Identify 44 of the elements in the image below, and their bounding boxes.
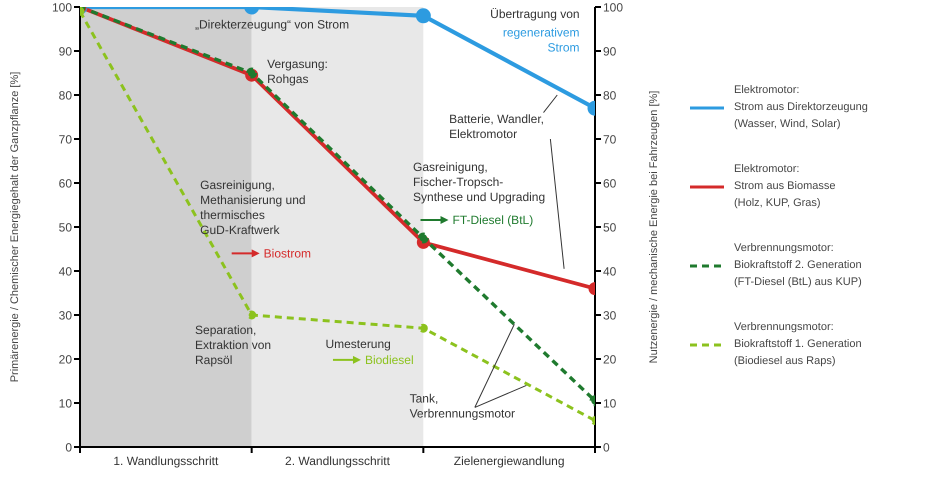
annotation: Tank, Verbrennungsmotor <box>410 392 516 421</box>
y-tick-label: 50 <box>58 220 72 234</box>
legend-label: Elektromotor: Strom aus Direktorzeugung (Wasser, Wind, Solar) <box>734 83 868 132</box>
y-tick-label: 80 <box>58 88 72 102</box>
annotation: regenerativem Strom <box>502 26 580 55</box>
y2-tick-label: 80 <box>603 88 617 102</box>
annotation: „Direkterzeugung“ von Strom <box>195 18 350 32</box>
y2-tick-label: 30 <box>603 308 617 322</box>
y-tick-label: 90 <box>58 44 72 58</box>
legend-label: Elektromotor: Strom aus Biomasse (Holz, KUP, Gras) <box>734 162 836 211</box>
annotation: Umesterung <box>325 337 391 352</box>
y-tick-label: 20 <box>58 352 72 366</box>
y-axis-title: Primärenergie / Chemischer Energiegehalt der Ganzpflanze [%] <box>8 72 21 382</box>
annotation: Übertragung von <box>490 7 580 22</box>
y-tick-label: 70 <box>58 132 72 146</box>
y2-tick-label: 90 <box>603 44 617 58</box>
y2-tick-label: 40 <box>603 264 617 278</box>
y-tick-label: 10 <box>58 396 72 410</box>
annotation: FT-Diesel (BtL) <box>452 212 534 227</box>
y2-tick-label: 60 <box>603 176 617 190</box>
x-tick-label: Zielenergiewandlung <box>454 454 565 468</box>
y2-tick-label: 10 <box>603 396 617 410</box>
annotation: Biostrom <box>264 246 312 260</box>
y2-tick-label: 20 <box>603 352 617 366</box>
y-tick-label: 40 <box>58 264 72 278</box>
y-tick-label: 100 <box>52 0 72 14</box>
annotation: Gasreinigung, Methanisierung und thermisches GuD-Kraftwerk <box>200 178 306 238</box>
annotation: Batterie, Wandler, Elektromotor <box>449 112 544 142</box>
legend-label: Verbrennungsmotor: Biokraftstoff 2. Generation (FT-Diesel (BtL) aus KUP) <box>734 241 862 290</box>
x-tick-label: 2. Wandlungsschritt <box>285 454 391 468</box>
y2-tick-label: 0 <box>603 440 610 454</box>
annotation: Biodiesel <box>364 352 414 367</box>
annotation: Separation, Extraktion von Rapsöl <box>195 322 272 367</box>
y-tick-label: 30 <box>58 308 72 322</box>
annotation: Vergasung: Rohgas <box>267 57 328 86</box>
y2-tick-label: 100 <box>603 0 624 14</box>
x-tick-label: 1. Wandlungsschritt <box>113 454 219 468</box>
y2-tick-label: 50 <box>603 220 617 234</box>
y-tick-label: 60 <box>58 176 72 190</box>
annotation: Gasreinigung, Fischer-Tropsch- Synthese und Upgrading <box>413 160 546 204</box>
y-tick-label: 0 <box>65 440 72 454</box>
legend-label: Verbrennungsmotor: Biokraftstoff 1. Generation (Biodiesel aus Raps) <box>734 320 862 369</box>
y2-axis-title: Nutzenergie / mechanische Energie bei Fahrzeugen [%] <box>648 90 660 364</box>
y2-tick-label: 70 <box>603 132 617 146</box>
